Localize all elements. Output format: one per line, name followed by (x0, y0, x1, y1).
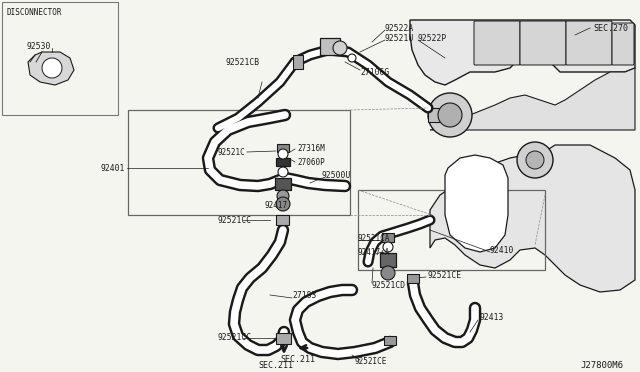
Bar (358, 190, 545, 270)
Bar (382, 232, 394, 241)
Bar (276, 333, 291, 343)
Polygon shape (430, 68, 635, 130)
Text: 92522A: 92522A (385, 23, 414, 32)
Text: SEC.270: SEC.270 (593, 23, 628, 32)
Text: 92500U: 92500U (322, 170, 351, 180)
Bar (276, 215, 289, 225)
Polygon shape (445, 155, 508, 252)
Circle shape (278, 149, 288, 159)
Text: 92521CC: 92521CC (218, 334, 252, 343)
Polygon shape (276, 158, 290, 166)
Bar (407, 273, 419, 282)
Text: 92522P: 92522P (418, 33, 447, 42)
Bar (277, 144, 289, 152)
Text: 92417: 92417 (265, 201, 288, 209)
Polygon shape (380, 253, 396, 267)
Polygon shape (320, 38, 340, 55)
Text: J27800M6: J27800M6 (580, 360, 623, 369)
Bar (2, 2, 118, 115)
Text: 27106G: 27106G (360, 67, 389, 77)
Circle shape (42, 58, 62, 78)
Text: 92413: 92413 (480, 314, 504, 323)
Text: 92521CD: 92521CD (372, 280, 406, 289)
Text: 92521CA: 92521CA (358, 234, 390, 243)
Text: DISCONNECTOR: DISCONNECTOR (6, 7, 61, 16)
Bar (293, 55, 303, 69)
Circle shape (348, 54, 356, 62)
Bar (384, 336, 396, 344)
Circle shape (517, 142, 553, 178)
Circle shape (278, 167, 288, 177)
Bar (128, 110, 350, 215)
FancyBboxPatch shape (612, 23, 634, 65)
Circle shape (381, 266, 395, 280)
Text: 92521CE: 92521CE (428, 270, 462, 279)
Circle shape (428, 93, 472, 137)
Circle shape (383, 242, 393, 252)
Text: 92401: 92401 (100, 164, 124, 173)
Text: SEC.211: SEC.211 (259, 362, 294, 371)
Circle shape (526, 151, 544, 169)
Text: 92410: 92410 (490, 246, 515, 254)
Polygon shape (410, 20, 635, 85)
Circle shape (438, 103, 462, 127)
FancyBboxPatch shape (566, 21, 612, 65)
Polygon shape (28, 52, 74, 85)
Text: 92521CB: 92521CB (225, 58, 259, 67)
Text: 27060P: 27060P (297, 157, 324, 167)
FancyBboxPatch shape (474, 21, 520, 65)
Circle shape (333, 41, 347, 55)
Text: 92417+A: 92417+A (358, 247, 390, 257)
Text: 92521CC: 92521CC (218, 215, 252, 224)
Text: SEC.211: SEC.211 (280, 356, 316, 365)
Text: 27183: 27183 (292, 291, 316, 299)
Polygon shape (275, 178, 291, 190)
Text: 9252ICE: 9252ICE (355, 357, 387, 366)
FancyBboxPatch shape (520, 21, 566, 65)
Text: 27316M: 27316M (297, 144, 324, 153)
Polygon shape (428, 108, 440, 122)
Text: 92530: 92530 (27, 42, 51, 51)
Text: 92521C: 92521C (217, 148, 245, 157)
Text: 92521U: 92521U (385, 33, 414, 42)
Circle shape (277, 190, 289, 202)
Polygon shape (430, 145, 635, 292)
Circle shape (276, 197, 290, 211)
